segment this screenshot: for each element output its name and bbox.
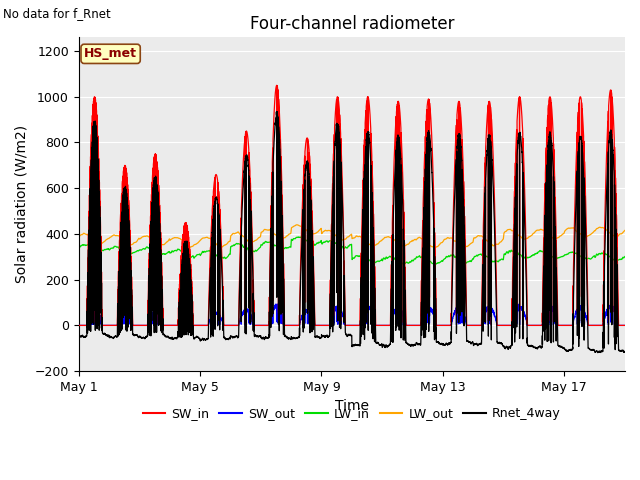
X-axis label: Time: Time — [335, 399, 369, 413]
Legend: SW_in, SW_out, LW_in, LW_out, Rnet_4way: SW_in, SW_out, LW_in, LW_out, Rnet_4way — [138, 402, 566, 425]
Text: HS_met: HS_met — [84, 48, 137, 60]
Title: Four-channel radiometer: Four-channel radiometer — [250, 15, 454, 33]
Text: No data for f_Rnet: No data for f_Rnet — [3, 7, 111, 20]
Y-axis label: Solar radiation (W/m2): Solar radiation (W/m2) — [15, 125, 29, 283]
